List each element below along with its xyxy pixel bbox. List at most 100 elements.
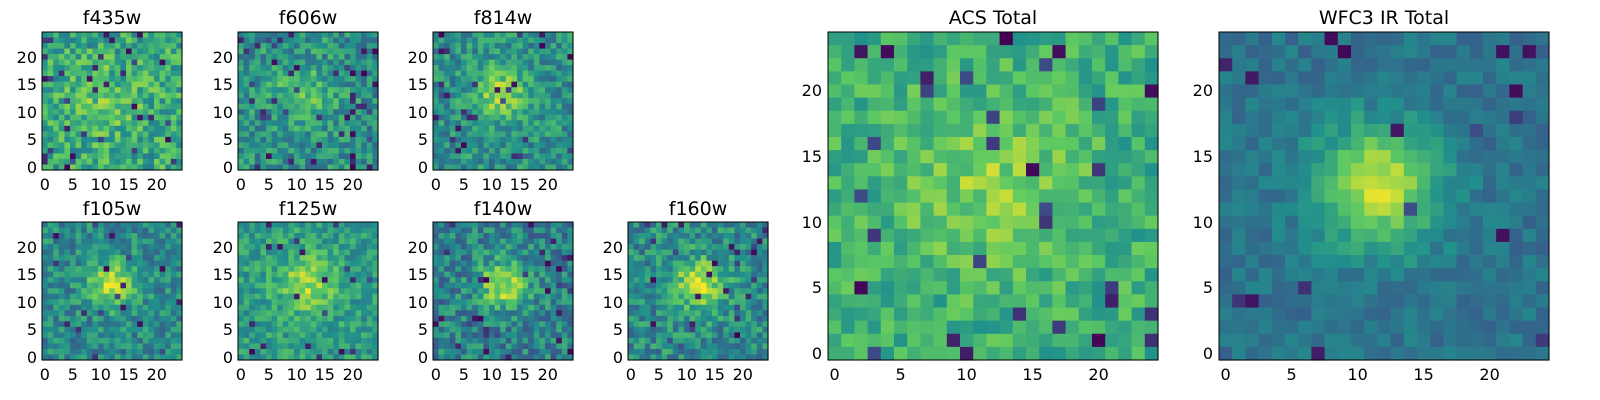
heatmap-cell (322, 114, 329, 121)
heatmap-cell (75, 136, 82, 143)
heatmap-cell (310, 142, 317, 149)
heatmap-cell (109, 260, 116, 267)
heatmap-cell (42, 266, 49, 273)
heatmap-cell (327, 244, 334, 251)
heatmap-cell (461, 249, 468, 256)
heatmap-cell (734, 293, 741, 300)
heatmap-cell (114, 227, 121, 234)
heatmap-cell (70, 43, 77, 50)
heatmap-cell (243, 125, 250, 132)
heatmap-cell (656, 222, 663, 229)
heatmap-cell (148, 348, 155, 356)
heatmap-cell (98, 238, 105, 245)
heatmap-cell (650, 304, 657, 311)
heatmap-cell (277, 343, 284, 350)
heatmap-cell (1131, 45, 1146, 59)
heatmap-cell (483, 249, 490, 256)
heatmap-cell (561, 48, 568, 55)
heatmap-cell (466, 153, 473, 160)
heatmap-cell (243, 299, 250, 306)
heatmap-cell (700, 348, 707, 356)
heatmap-cell (466, 266, 473, 273)
heatmap-cell (277, 277, 284, 284)
heatmap-cell (372, 260, 379, 267)
heatmap-cell (762, 354, 769, 361)
heatmap-cell (120, 310, 127, 317)
heatmap-cell (310, 54, 317, 61)
heatmap-cell (999, 58, 1014, 72)
heatmap-cell (165, 348, 172, 356)
heatmap-cell (238, 271, 245, 278)
heatmap-cell (920, 84, 935, 99)
heatmap-cell (500, 59, 507, 66)
heatmap-cell (455, 321, 462, 328)
heatmap-cell (545, 348, 552, 356)
heatmap-cell (305, 37, 312, 44)
heatmap-cell (170, 266, 177, 273)
heatmap-cell (1118, 110, 1133, 125)
heatmap-cell (461, 98, 468, 105)
heatmap-cell (176, 98, 183, 105)
heatmap-cell (695, 277, 702, 284)
heatmap-cell (70, 131, 77, 138)
heatmap-cell (1012, 123, 1027, 138)
heatmap-cell (98, 233, 105, 240)
heatmap-cell (305, 59, 312, 66)
heatmap-cell (656, 266, 663, 273)
heatmap-cell (494, 65, 501, 72)
heatmap-cell (148, 321, 155, 328)
heatmap-cell (650, 310, 657, 317)
heatmap-cell (1131, 97, 1146, 112)
heatmap-cell (740, 354, 747, 361)
heatmap-cell (854, 228, 869, 243)
heatmap-cell (344, 348, 351, 356)
heatmap-cell (176, 271, 183, 278)
heatmap-cell (561, 120, 568, 127)
heatmap-cell (64, 32, 71, 39)
heatmap-cell (159, 260, 166, 267)
heatmap-cell (254, 81, 261, 88)
heatmap-cell (494, 32, 501, 39)
heatmap-cell (277, 293, 284, 300)
axes-frame-f606w (237, 31, 379, 171)
heatmap-cell (70, 315, 77, 322)
heatmap-cell (294, 277, 301, 284)
heatmap-cell (103, 54, 110, 61)
heatmap-cell (176, 249, 183, 256)
heatmap-cell (511, 70, 518, 77)
heatmap-cell (438, 260, 445, 267)
heatmap-cell (461, 76, 468, 83)
heatmap-cell (126, 147, 133, 155)
heatmap-cell (489, 59, 496, 66)
heatmap-cell (366, 282, 373, 289)
heatmap-cell (522, 65, 529, 72)
heatmap-cell (47, 136, 54, 143)
heatmap-cell (550, 153, 557, 160)
heatmap-cell (455, 227, 462, 234)
heatmap-cell (70, 65, 77, 72)
heatmap-cell (667, 348, 674, 356)
heatmap-cell (973, 71, 987, 86)
heatmap-cell (550, 354, 557, 361)
heatmap-cell (148, 233, 155, 240)
axes-frame-f160w (627, 221, 769, 361)
heatmap-cell (137, 282, 144, 289)
heatmap-cell (299, 326, 306, 333)
heatmap-cell (973, 176, 987, 191)
heatmap-cell (567, 277, 574, 284)
heatmap-cell (42, 288, 49, 295)
heatmap-cell (567, 131, 574, 138)
heatmap-cell (461, 37, 468, 44)
heatmap-cell (706, 227, 713, 234)
heatmap-cell (751, 348, 758, 356)
heatmap-cell (170, 153, 177, 160)
heatmap-cell (120, 288, 127, 295)
heatmap-cell (561, 288, 568, 295)
heatmap-cell (176, 315, 183, 322)
heatmap-cell (338, 109, 345, 116)
heatmap-cell (260, 310, 267, 317)
heatmap-cell (522, 227, 529, 234)
heatmap-cell (47, 109, 54, 116)
heatmap-cell (137, 48, 144, 55)
heatmap-cell (522, 153, 529, 160)
